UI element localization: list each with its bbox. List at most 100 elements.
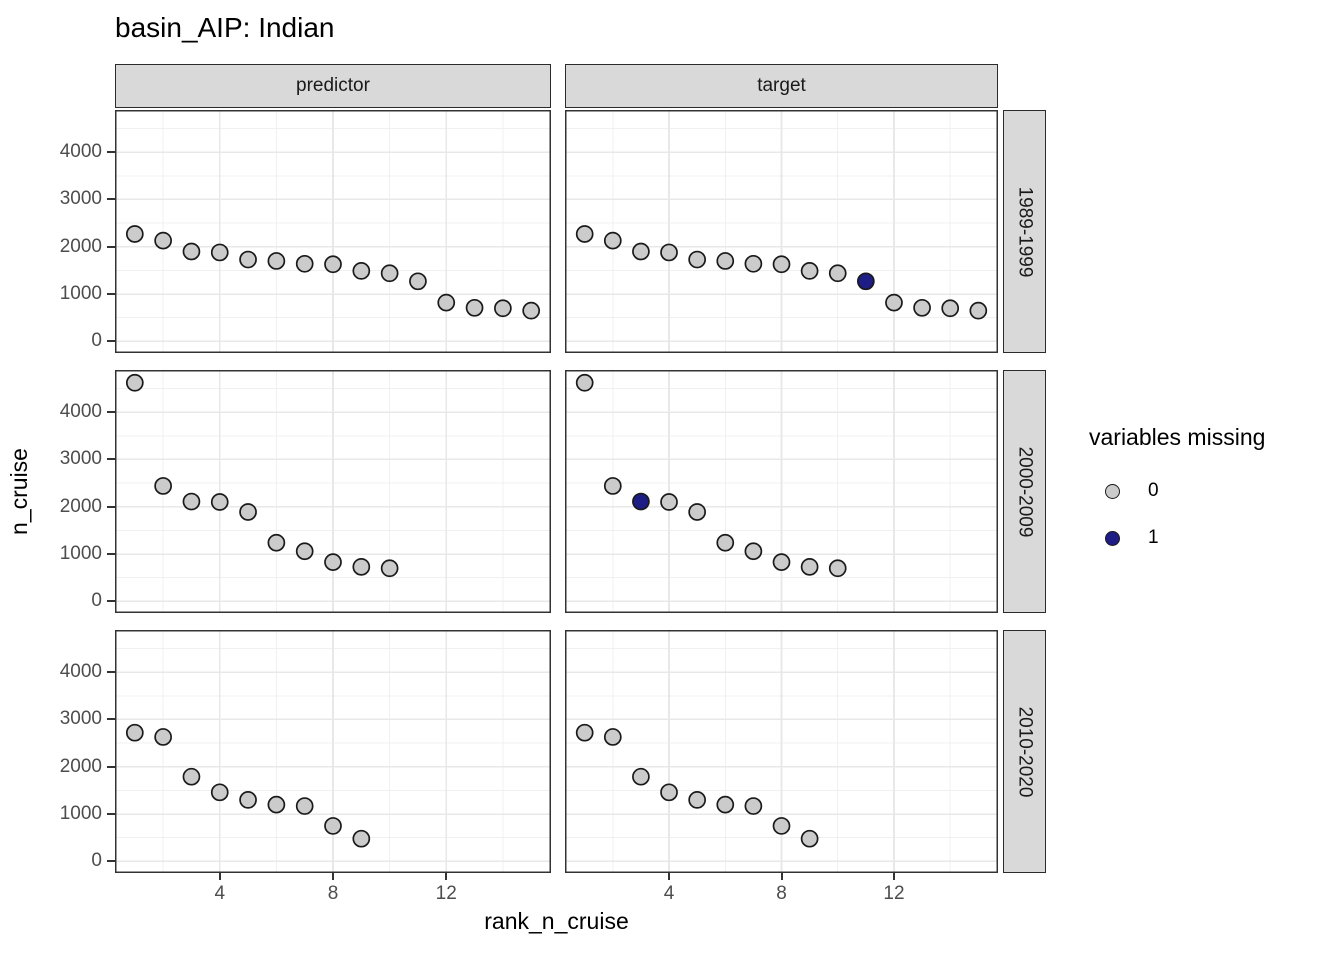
panel-border (565, 110, 998, 353)
data-point (969, 301, 988, 320)
data-point (800, 262, 819, 280)
data-point (210, 243, 229, 262)
legend-label-1: 1 (1148, 527, 1159, 548)
legend-entry-0: 0 (1105, 480, 1159, 502)
data-point (182, 492, 201, 511)
y-tick-mark (107, 860, 115, 863)
plot-title: basin_AIP: Indian (115, 12, 335, 43)
data-point (295, 797, 314, 815)
data-point (380, 264, 399, 283)
legend-entry-1: 1 (1105, 527, 1159, 549)
facet-strip-label: 2010-2020 (1014, 706, 1036, 797)
data-point (632, 767, 650, 786)
data-point (437, 293, 456, 312)
y-tick-mark (107, 718, 115, 721)
data-point (154, 231, 172, 250)
data-point (324, 553, 342, 571)
data-point (267, 795, 286, 814)
panel-border (115, 630, 551, 873)
data-point (772, 255, 791, 274)
y-tick-mark (107, 198, 115, 201)
y-tick-label: 1000 (59, 803, 102, 825)
x-tick-mark (332, 873, 334, 880)
y-tick-label: 1000 (59, 543, 102, 565)
y-tick-label: 3000 (59, 708, 102, 730)
data-point (744, 797, 763, 815)
data-point (660, 783, 678, 802)
data-point (324, 255, 342, 274)
panel-predictor-2000-2009 (115, 370, 551, 613)
data-point (324, 817, 342, 835)
data-point (716, 252, 735, 270)
legend-key-circle-1 (1105, 530, 1120, 546)
panel-target-2000-2009 (565, 370, 998, 613)
y-tick-label: 2000 (59, 495, 102, 517)
x-tick-label: 4 (663, 883, 675, 904)
x-tick-label: 8 (776, 883, 787, 904)
facet-strip-2010-2020: 2010-2020 (1003, 630, 1046, 873)
legend-key-circle-0 (1105, 483, 1120, 499)
data-point (913, 298, 931, 317)
data-point (239, 791, 257, 809)
data-point (772, 817, 791, 835)
data-point (660, 243, 678, 262)
data-point (295, 254, 314, 273)
y-tick-mark (107, 245, 115, 248)
data-point (154, 477, 172, 495)
y-tick-mark (107, 340, 115, 343)
y-tick-label: 4000 (59, 661, 102, 683)
panel-target-2010-2020 (565, 630, 998, 873)
data-point (182, 242, 201, 261)
panel-target-1989-1999 (565, 110, 998, 353)
data-point (125, 225, 144, 243)
data-point (800, 829, 819, 848)
panel-border (115, 110, 551, 353)
x-tick-mark (668, 873, 671, 880)
y-tick-mark (107, 765, 115, 768)
data-point (800, 558, 819, 576)
legend-label-0: 0 (1148, 480, 1159, 501)
facet-strip-predictor: predictor (115, 64, 551, 108)
y-tick-mark (107, 411, 115, 414)
facet-strip-label: 1989-1999 (1014, 186, 1036, 277)
data-point (716, 795, 735, 814)
data-point (941, 299, 960, 318)
data-point (465, 298, 484, 317)
panel-border (565, 630, 998, 873)
data-point (352, 262, 371, 280)
data-point (828, 559, 847, 578)
data-point (632, 492, 650, 511)
x-tick-label: 12 (435, 883, 457, 904)
facet-strip-1989-1999: 1989-1999 (1003, 110, 1046, 353)
data-point (125, 723, 144, 742)
data-point (575, 723, 594, 742)
data-point (125, 373, 144, 392)
y-tick-mark (107, 151, 115, 154)
y-tick-label: 2000 (59, 235, 102, 257)
data-point (744, 542, 763, 561)
y-tick-label: 0 (91, 590, 102, 612)
data-point (660, 493, 678, 511)
x-tick-label: 12 (883, 883, 905, 904)
y-tick-label: 0 (91, 330, 102, 352)
data-point (688, 250, 706, 269)
panel-predictor-1989-1999 (115, 110, 551, 353)
panel-border (565, 370, 998, 613)
y-tick-label: 3000 (59, 188, 102, 210)
data-point (575, 225, 594, 243)
data-point (688, 503, 706, 521)
y-tick-label: 4000 (59, 401, 102, 423)
data-point (688, 791, 706, 809)
data-point (239, 503, 257, 521)
facet-strip-label: 2000-2009 (1014, 446, 1036, 537)
x-tick-label: 4 (214, 883, 226, 904)
data-point (603, 477, 622, 495)
y-tick-label: 4000 (59, 141, 102, 163)
data-point (632, 242, 650, 261)
x-axis-title: rank_n_cruise (484, 908, 629, 934)
facet-strip-2000-2009: 2000-2009 (1003, 370, 1046, 613)
facet-strip-label: target (757, 75, 806, 96)
y-tick-mark (107, 293, 115, 296)
panel-predictor-2010-2020 (115, 630, 551, 873)
